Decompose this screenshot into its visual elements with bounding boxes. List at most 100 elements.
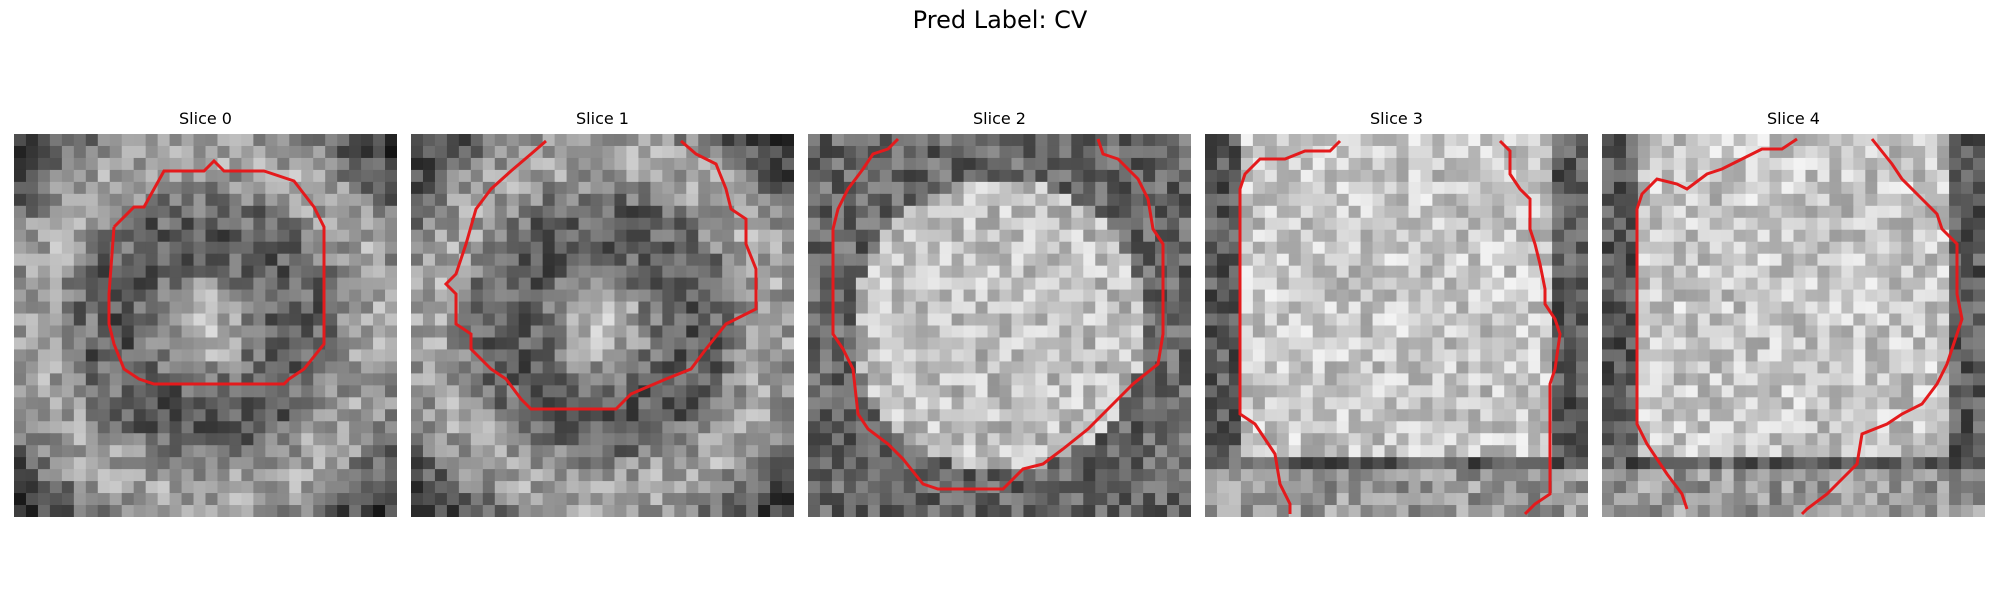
pixel-cell bbox=[1961, 277, 1974, 291]
pixel-cell bbox=[1913, 433, 1926, 446]
pixel-cell bbox=[1829, 373, 1842, 386]
pixel-cell bbox=[1035, 289, 1048, 303]
pixel-cell bbox=[1504, 134, 1517, 147]
pixel-cell bbox=[1336, 289, 1350, 303]
pixel-cell bbox=[602, 433, 616, 446]
pixel-cell bbox=[686, 217, 699, 231]
pixel-cell bbox=[181, 457, 195, 470]
pixel-cell bbox=[145, 217, 159, 231]
pixel-cell bbox=[662, 361, 675, 374]
pixel-cell bbox=[1673, 445, 1687, 458]
pixel-cell bbox=[37, 301, 51, 315]
pixel-cell bbox=[446, 433, 460, 446]
pixel-cell bbox=[1602, 397, 1615, 410]
pixel-cell bbox=[434, 361, 448, 374]
pixel-cell bbox=[169, 457, 183, 470]
pixel-cell bbox=[626, 193, 640, 207]
pixel-cell bbox=[1059, 301, 1072, 315]
pixel-cell bbox=[1697, 241, 1711, 255]
pixel-cell bbox=[1504, 421, 1517, 434]
pixel-cell bbox=[650, 277, 663, 291]
pixel-cell bbox=[746, 229, 759, 243]
pixel-cell bbox=[530, 229, 544, 243]
pixel-cell bbox=[951, 361, 965, 374]
pixel-cell bbox=[686, 241, 699, 255]
pixel-cell bbox=[939, 493, 953, 506]
pixel-cell bbox=[1709, 301, 1723, 315]
pixel-cell bbox=[1757, 205, 1771, 219]
pixel-cell bbox=[1829, 361, 1842, 374]
pixel-cell bbox=[1625, 409, 1639, 422]
pixel-cell bbox=[734, 217, 747, 231]
pixel-cell bbox=[1143, 421, 1156, 434]
pixel-cell bbox=[1336, 433, 1350, 446]
pixel-cell bbox=[808, 445, 821, 458]
pixel-cell bbox=[1155, 313, 1168, 327]
pixel-cell bbox=[229, 325, 243, 339]
pixel-cell bbox=[782, 229, 794, 243]
pixel-cell bbox=[1757, 181, 1771, 195]
pixel-cell bbox=[1961, 145, 1974, 159]
pixel-cell bbox=[422, 421, 436, 434]
pixel-cell bbox=[1709, 325, 1723, 339]
pixel-cell bbox=[1432, 313, 1445, 327]
pixel-cell bbox=[662, 301, 675, 315]
pixel-cell bbox=[1131, 385, 1144, 398]
pixel-cell bbox=[1673, 313, 1687, 327]
pixel-cell bbox=[626, 157, 640, 171]
pixel-cell bbox=[710, 313, 723, 327]
pixel-cell bbox=[1925, 217, 1938, 231]
pixel-cell bbox=[109, 385, 123, 398]
pixel-cell bbox=[1805, 445, 1819, 458]
pixel-cell bbox=[650, 145, 663, 159]
pixel-cell bbox=[542, 145, 556, 159]
pixel-cell bbox=[1745, 313, 1759, 327]
pixel-cell bbox=[1602, 169, 1615, 183]
pixel-cell bbox=[542, 385, 556, 398]
pixel-cell bbox=[121, 277, 135, 291]
pixel-cell bbox=[1023, 289, 1037, 303]
pixel-cell bbox=[698, 313, 711, 327]
pixel-cell bbox=[578, 481, 592, 494]
pixel-cell bbox=[927, 373, 941, 386]
pixel-cell bbox=[1602, 361, 1615, 374]
pixel-cell bbox=[1384, 169, 1398, 183]
pixel-cell bbox=[542, 361, 556, 374]
pixel-cell bbox=[1011, 433, 1025, 446]
pixel-cell bbox=[1492, 277, 1505, 291]
pixel-cell bbox=[1432, 241, 1445, 255]
pixel-cell bbox=[506, 217, 520, 231]
pixel-cell bbox=[277, 409, 290, 422]
pixel-cell bbox=[987, 481, 1001, 494]
pixel-cell bbox=[1252, 205, 1266, 219]
pixel-cell bbox=[698, 469, 711, 482]
pixel-cell bbox=[1155, 457, 1168, 470]
pixel-cell bbox=[987, 373, 1001, 386]
pixel-cell bbox=[1504, 217, 1517, 231]
pixel-cell bbox=[1492, 145, 1505, 159]
pixel-cell bbox=[325, 253, 338, 267]
pixel-cell bbox=[518, 445, 532, 458]
pixel-cell bbox=[1300, 337, 1314, 351]
pixel-cell bbox=[1155, 157, 1168, 171]
pixel-cell bbox=[1625, 169, 1639, 183]
pixel-cell bbox=[590, 457, 604, 470]
pixel-cell bbox=[1119, 445, 1132, 458]
pixel-cell bbox=[217, 325, 231, 339]
pixel-cell bbox=[626, 361, 640, 374]
pixel-cell bbox=[133, 313, 147, 327]
pixel-cell bbox=[855, 277, 869, 291]
pixel-cell bbox=[1396, 325, 1410, 339]
pixel-cell bbox=[590, 469, 604, 482]
pixel-cell bbox=[1288, 349, 1302, 363]
pixel-cell bbox=[650, 445, 663, 458]
pixel-cell bbox=[1131, 349, 1144, 363]
pixel-cell bbox=[121, 505, 135, 517]
pixel-cell bbox=[1853, 193, 1866, 207]
pixel-cell bbox=[1059, 265, 1072, 279]
pixel-cell bbox=[782, 157, 794, 171]
pixel-cell bbox=[193, 193, 207, 207]
pixel-cell bbox=[1276, 301, 1290, 315]
pixel-cell bbox=[1757, 241, 1771, 255]
pixel-cell bbox=[1661, 169, 1675, 183]
